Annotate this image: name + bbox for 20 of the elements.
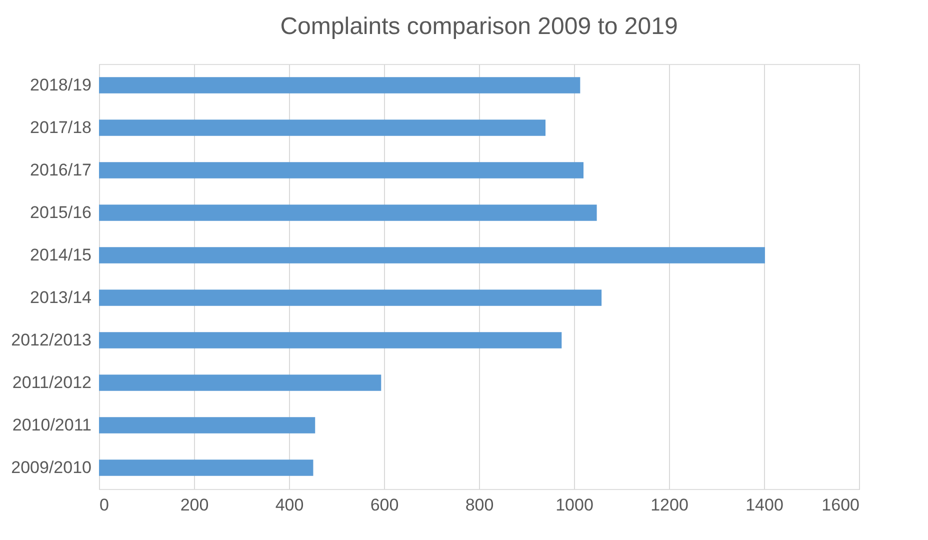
x-tick-label: 1000 (556, 496, 594, 514)
y-tick-label: 2015/16 (30, 202, 92, 222)
y-tick-label: 2013/14 (30, 288, 92, 307)
x-tick-label: 600 (370, 496, 399, 514)
chart-title: Complaints comparison 2009 to 2019 (280, 13, 678, 40)
x-tick-label: 1200 (650, 496, 688, 514)
x-tick-label: 1600 (822, 496, 860, 514)
y-tick-label: 2017/18 (30, 118, 92, 137)
y-tick-label: 2012/2013 (11, 330, 92, 350)
y-tick-label: 2009/2010 (11, 458, 92, 477)
x-tick-label: 200 (180, 496, 209, 514)
x-tick-label: 1400 (746, 496, 784, 514)
y-tick-label: 2016/17 (30, 160, 92, 180)
y-tick-label: 2010/2011 (12, 415, 92, 434)
x-tick-label: 800 (465, 496, 494, 514)
y-tick-label: 2014/15 (30, 245, 92, 264)
y-tick-label: 2018/19 (30, 75, 92, 94)
y-tick-label: 2011/2012 (12, 372, 92, 392)
x-tick-label: 0 (100, 496, 109, 514)
x-tick-label: 400 (275, 496, 304, 514)
